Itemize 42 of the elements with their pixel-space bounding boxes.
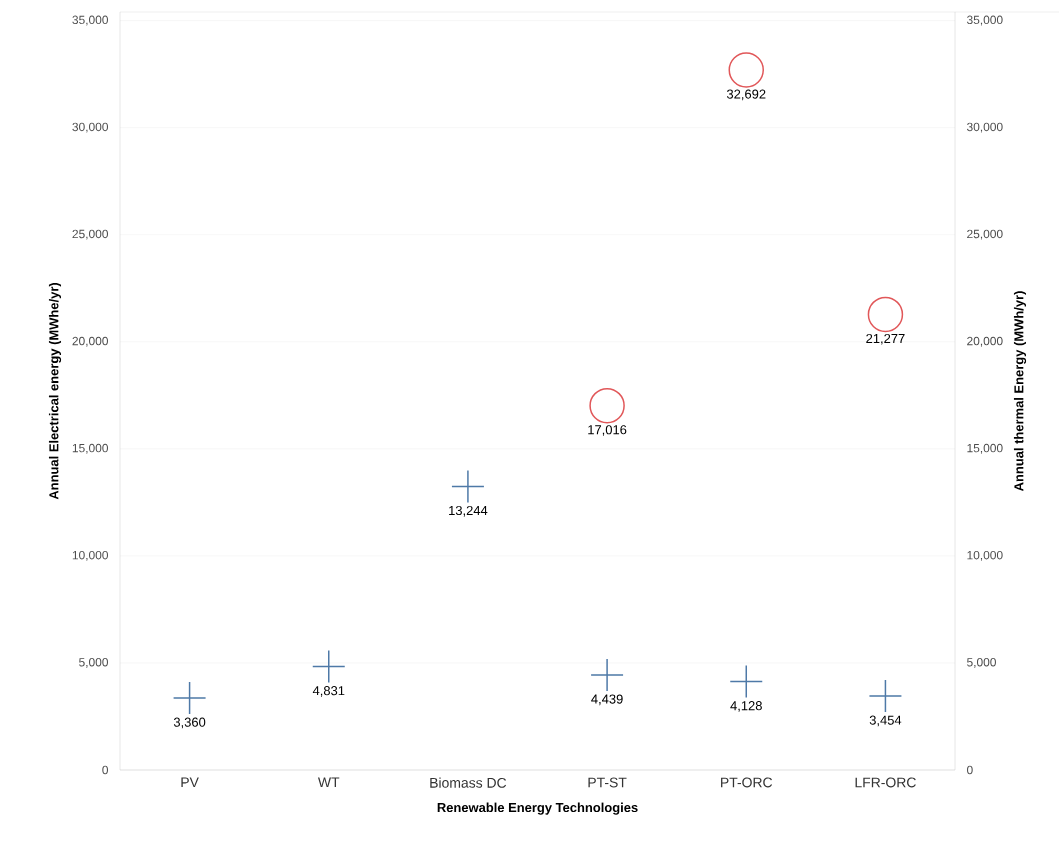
y2-tick-label: 20,000 xyxy=(967,336,1003,347)
y2-tick-label: 35,000 xyxy=(966,15,1003,26)
data-label: 21,277 xyxy=(866,333,905,345)
y-tick-label: 25,000 xyxy=(72,229,109,240)
point xyxy=(728,52,765,88)
y-tick-label: 0 xyxy=(102,765,109,775)
point xyxy=(173,682,206,715)
y2-tick-label: 0 xyxy=(967,765,973,775)
y2-tick-label: 15,000 xyxy=(967,443,1003,454)
x-tick-label: Biomass DC xyxy=(430,777,507,788)
y-tick-label: 35,000 xyxy=(72,15,109,26)
data-label: 4,439 xyxy=(591,694,623,706)
y-tick-label: 15,000 xyxy=(72,443,109,454)
y2-tick-label: 5,000 xyxy=(967,658,996,668)
data-label: 4,128 xyxy=(730,701,762,712)
point xyxy=(867,296,904,333)
point xyxy=(312,650,345,683)
x-tick-label: WT xyxy=(317,777,340,788)
y2-axis-title: Annual thermal Energy (MWh/yr) xyxy=(1013,291,1027,492)
x-tick-label: PV xyxy=(181,777,199,788)
y2-tick-label: 30,000 xyxy=(966,122,1003,133)
point xyxy=(591,658,624,691)
x-axis-title: Renewable Energy Technologies xyxy=(437,802,638,815)
y-tick-label: 20,000 xyxy=(72,336,109,347)
data-label: 3,454 xyxy=(869,715,902,727)
data-label: 3,360 xyxy=(173,717,206,729)
y-tick-label: 5,000 xyxy=(79,658,109,668)
y2-tick-label: 25,000 xyxy=(967,229,1003,240)
x-tick-label: LFR-ORC xyxy=(855,777,916,788)
point xyxy=(869,680,902,713)
y-axis-title: Annual Electrical energy (MWhe/yr) xyxy=(48,282,62,500)
point xyxy=(451,470,484,503)
y-tick-label: 10,000 xyxy=(72,550,109,561)
y-tick-label: 30,000 xyxy=(72,122,109,133)
data-label: 32,692 xyxy=(726,89,766,101)
x-tick-label: PT-ORC xyxy=(721,777,773,788)
data-label: 13,244 xyxy=(449,505,488,517)
y2-tick-label: 10,000 xyxy=(967,550,1003,561)
point xyxy=(589,387,625,424)
x-tick-label: PT-ST xyxy=(588,777,627,788)
data-label: 4,831 xyxy=(312,686,345,697)
data-label: 17,016 xyxy=(588,425,627,436)
